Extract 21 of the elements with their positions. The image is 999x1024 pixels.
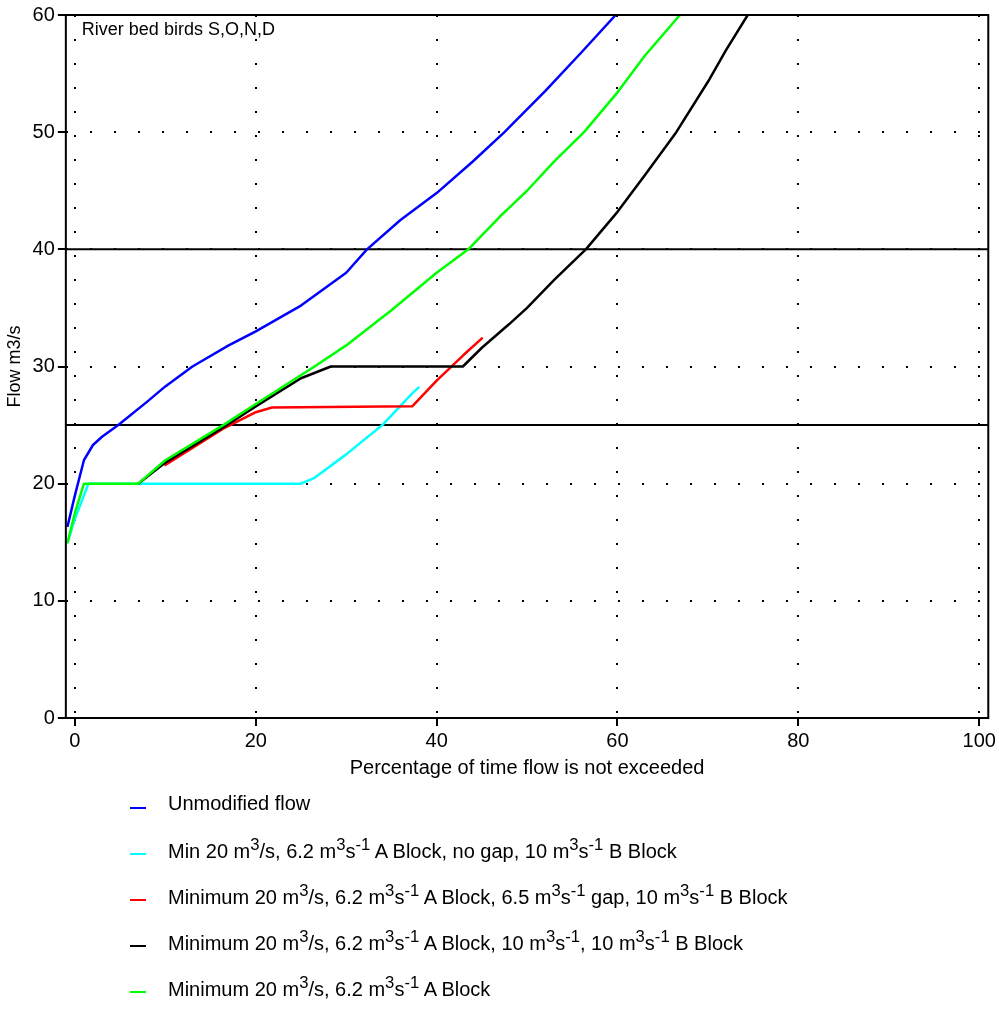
chart-title: River bed birds S,O,N,D xyxy=(81,18,275,39)
x-tick-label: 20 xyxy=(244,728,267,751)
y-tick-label: 20 xyxy=(32,471,55,494)
text: Minimum 20 m$^{3}$/s, 6.2 m$^{3}$s$^{-1}$ A Block, 6.5 m$^{3}$s$^{-1}$ gap, 10 m$^{3}$s$^{-1}$ B Block xyxy=(168,881,788,908)
y-tick-label: 50 xyxy=(32,119,55,142)
legend-label: Minimum 20 m$^{3}$/s, 6.2 m$^{3}$s$^{-1}$ A Block xyxy=(168,973,491,1001)
x-tick-label: 60 xyxy=(606,728,629,751)
text: Minimum 20 m$^{3}$/s, 6.2 m$^{3}$s$^{-1}$ A Block, 10 m$^{3}$s$^{-1}$, 10 m$^{3}$s$^{-1}$ B Block xyxy=(168,927,744,954)
x-tick-label: 100 xyxy=(962,728,996,751)
text: Min 20 m$^{3}$/s, 6.2 m$^{3}$s$^{-1}$ A Block, no gap, 10 m$^{3}$s$^{-1}$ B Block xyxy=(168,835,677,862)
y-axis-title: Flow m3/s xyxy=(3,325,24,408)
x-tick-label: 80 xyxy=(787,728,810,751)
x-tick-label: 40 xyxy=(425,728,448,751)
x-tick-label: 0 xyxy=(69,728,81,751)
y-tick-label: 40 xyxy=(32,236,55,259)
y-tick-label: 0 xyxy=(43,705,55,728)
y-tick-label: 30 xyxy=(32,354,55,377)
y-tick-label: 10 xyxy=(32,588,55,611)
y-tick-label: 60 xyxy=(32,2,55,25)
legend-label: Unmodified flow xyxy=(168,791,311,815)
x-axis-title: Percentage of time flow is not exceeded xyxy=(349,755,705,778)
